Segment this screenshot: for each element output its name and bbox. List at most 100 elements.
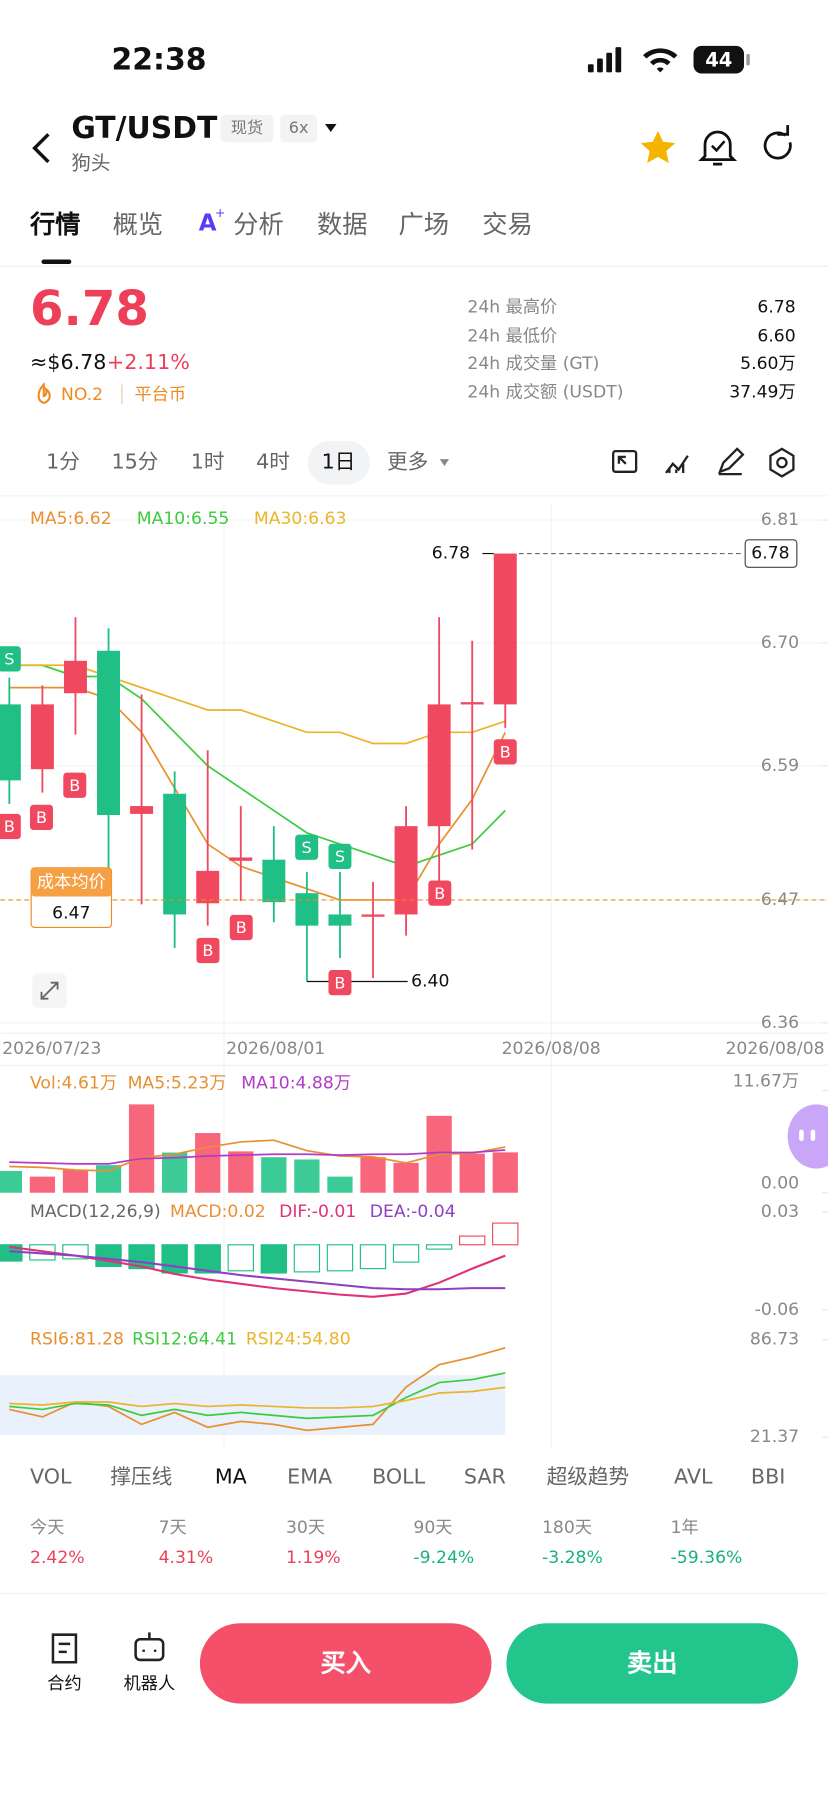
indicator-tab[interactable]: MA: [215, 1464, 247, 1488]
trade-marker: [493, 739, 517, 765]
cost-label: 成本均价: [37, 873, 106, 893]
ai-icon: A: [199, 210, 217, 236]
trade-marker: [328, 843, 352, 870]
sell-label[interactable]: 卖出: [627, 1649, 678, 1678]
trade-marker-label: S: [4, 650, 14, 669]
tab-active[interactable]: 行情: [29, 210, 81, 239]
pair-alias: 狗头: [71, 152, 110, 175]
volume-bar: [228, 1151, 254, 1193]
y-tick-label: 0.03: [761, 1202, 799, 1222]
share-button[interactable]: [763, 125, 792, 160]
buy-button[interactable]: [199, 1623, 492, 1704]
indicator-line: [9, 1372, 506, 1420]
x-tick-label: 2026/07/23: [2, 1039, 101, 1059]
usd-price: ≈$6.78: [30, 350, 106, 374]
rank: NO.2: [61, 385, 103, 405]
favorite-star[interactable]: [640, 130, 676, 164]
tab-underline: [41, 259, 72, 265]
indicator-line: [9, 1386, 506, 1409]
trade-marker-label: B: [334, 973, 345, 992]
candle-body: [63, 660, 87, 694]
tab[interactable]: 概览: [113, 210, 164, 239]
stat-label: 24h 成交量 (GT): [467, 354, 599, 374]
indicator-tab[interactable]: BOLL: [372, 1464, 426, 1488]
x-tick-label: 2026/08/08: [502, 1039, 601, 1059]
candle-body: [394, 826, 418, 915]
trade-marker: [295, 834, 319, 860]
buy-label[interactable]: 买入: [320, 1649, 371, 1678]
tab[interactable]: 分析: [233, 210, 283, 239]
action-label[interactable]: 机器人: [124, 1674, 176, 1694]
indicator-tab[interactable]: 撑压线: [110, 1464, 172, 1488]
legend-entry: DIF:-0.01: [279, 1202, 356, 1222]
indicator-tab[interactable]: 超级趋势: [547, 1464, 630, 1488]
indicator-tab[interactable]: BBI: [751, 1464, 785, 1488]
x-tick-label: 2026/08/01: [226, 1039, 325, 1059]
y-tick-label: 86.73: [750, 1330, 799, 1350]
macd-bar: [359, 1244, 387, 1270]
legend-entry: RSI6:81.28: [30, 1330, 124, 1350]
indicator-tab[interactable]: AVL: [674, 1464, 713, 1488]
leverage-text: 6x: [289, 118, 309, 137]
legend-entry: MA10:6.55: [137, 509, 230, 529]
indicator-tab[interactable]: VOL: [30, 1464, 72, 1488]
return-value: -9.24%: [413, 1548, 474, 1568]
tab[interactable]: 数据: [317, 210, 368, 239]
y-tick-label: 11.67万: [733, 1071, 799, 1091]
tab[interactable]: 广场: [399, 210, 450, 239]
indicator-line: [9, 664, 506, 868]
macd-bar: [260, 1244, 288, 1274]
interval[interactable]: 4时: [256, 450, 290, 474]
interval[interactable]: 15分: [112, 450, 159, 474]
return-value: 1.19%: [286, 1548, 341, 1568]
x-tick-label: 2026/08/08: [725, 1039, 824, 1059]
tab[interactable]: 交易: [482, 210, 533, 239]
more-caret: [439, 459, 450, 467]
trade-marker: [229, 914, 253, 941]
battery-level: 44: [705, 48, 732, 71]
pair-name[interactable]: GT/USDT: [71, 111, 218, 146]
macd-bar: [459, 1235, 486, 1246]
pair-dropdown[interactable]: [325, 123, 337, 133]
indicator-line: [9, 686, 507, 901]
trade-marker: [0, 813, 21, 840]
volume-bar: [261, 1157, 287, 1193]
trade-marker-label: B: [236, 918, 247, 937]
legend-entry: MA5:5.23万: [128, 1074, 227, 1094]
change-percent: +2.11%: [107, 350, 190, 374]
sell-button[interactable]: [506, 1623, 798, 1704]
interval[interactable]: 1时: [191, 450, 225, 474]
back-button[interactable]: [32, 133, 50, 164]
assistant-eye: [810, 1129, 816, 1142]
trade-marker-label: B: [500, 743, 511, 762]
alert-bell[interactable]: [698, 130, 738, 166]
return-value: 2.42%: [30, 1548, 85, 1568]
chart-tools[interactable]: [612, 447, 795, 478]
assistant-eye: [799, 1129, 804, 1142]
volume-bar: [62, 1169, 89, 1193]
last-price-tag: 6.78: [751, 544, 789, 564]
volume-bar: [195, 1133, 221, 1193]
candle-body: [97, 650, 121, 816]
interval[interactable]: 1日: [322, 450, 356, 474]
trade-marker-label: B: [202, 941, 213, 960]
volume-bar: [162, 1152, 188, 1193]
indicator-tab[interactable]: SAR: [464, 1464, 506, 1488]
legend-entry: MA30:6.63: [254, 509, 347, 529]
volume-bar: [95, 1165, 122, 1193]
bottom-icons: [51, 1632, 165, 1664]
rank-flame: [37, 382, 51, 405]
action-label[interactable]: 合约: [47, 1674, 81, 1694]
candle-body: [196, 870, 220, 904]
candle-body: [328, 914, 352, 926]
trade-marker-label: B: [4, 817, 15, 836]
low-label: 6.40: [411, 971, 449, 991]
interval[interactable]: 更多: [387, 450, 428, 474]
interval[interactable]: 1分: [46, 450, 80, 474]
interval-active: [307, 440, 370, 485]
indicator-tab[interactable]: EMA: [287, 1464, 332, 1488]
macd-bar: [161, 1244, 188, 1274]
assistant-bubble[interactable]: [787, 1104, 828, 1169]
volume-bar: [327, 1176, 353, 1193]
